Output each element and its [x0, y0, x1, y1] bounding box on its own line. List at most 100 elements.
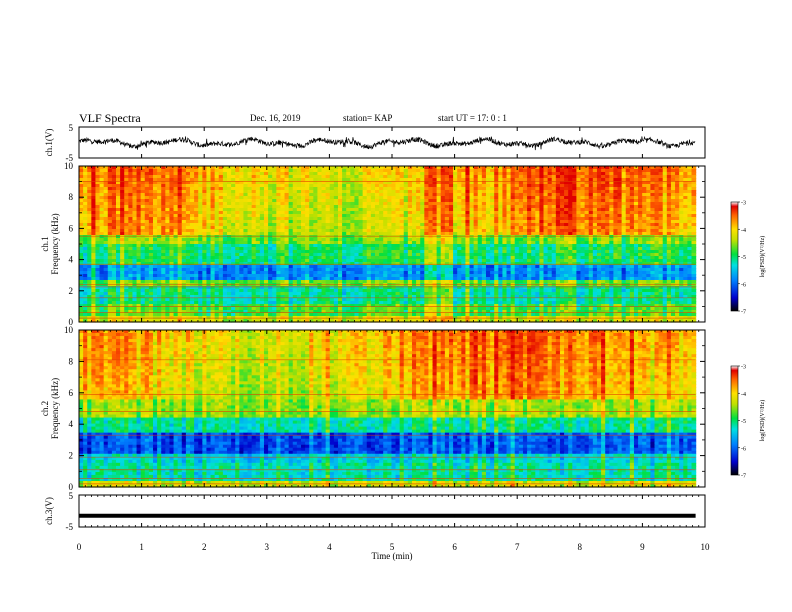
- spectrogram-cell: [231, 220, 236, 224]
- spectrogram-cell: [416, 220, 421, 224]
- spectrogram-cell: [613, 175, 619, 179]
- spectrogram-cell: [436, 193, 442, 197]
- spectrogram-cell: [399, 223, 405, 227]
- spectrogram-cell: [235, 205, 240, 209]
- spectrogram-cell: [235, 199, 240, 203]
- spectrogram-cell: [222, 214, 228, 218]
- spectrogram-cell: [416, 202, 421, 206]
- spectrogram-cell: [173, 256, 179, 260]
- spectrogram-cell: [87, 169, 92, 173]
- spectrogram-cell: [453, 190, 458, 194]
- spectrogram-cell: [148, 166, 154, 170]
- spectrogram-cell: [148, 172, 154, 176]
- spectrogram-cell: [148, 241, 154, 245]
- spectrogram-cell: [296, 247, 302, 251]
- spectrogram-cell: [633, 178, 639, 182]
- spectrogram-cell: [99, 181, 105, 185]
- spectrogram-cell: [440, 184, 446, 188]
- spectrogram-cell: [342, 178, 347, 182]
- spectrogram-cell: [173, 262, 179, 266]
- spectrogram-cell: [276, 241, 282, 245]
- spectrogram-cell: [403, 190, 409, 194]
- spectrogram-cell: [416, 214, 421, 218]
- spectrogram-cell: [506, 253, 512, 257]
- spectrogram-cell: [428, 205, 434, 209]
- spectrogram-cell: [206, 256, 212, 260]
- spectrogram-cell: [272, 193, 277, 197]
- spectrogram-cell: [346, 256, 351, 260]
- spectrogram-cell: [272, 178, 277, 182]
- spectrogram-cell: [239, 259, 245, 263]
- spectrogram-cell: [276, 202, 282, 206]
- spectrogram-cell: [601, 202, 606, 206]
- spectrogram-cell: [83, 235, 88, 239]
- spectrogram-cell: [95, 175, 101, 179]
- spectrogram-cell: [181, 226, 187, 230]
- spectrogram-cell: [391, 181, 397, 185]
- spectrogram-cell: [416, 196, 421, 200]
- spectrogram-cell: [120, 265, 125, 269]
- spectrogram-cell: [555, 214, 561, 218]
- spectrogram-cell: [362, 196, 368, 200]
- spectrogram-cell: [662, 184, 668, 188]
- spectrogram-cell: [502, 235, 508, 239]
- spectrogram-cell: [317, 181, 323, 185]
- spectrogram-cell: [239, 205, 245, 209]
- spectrogram-cell: [502, 262, 508, 266]
- spectrogram-cell: [477, 214, 483, 218]
- spectrogram-cell: [481, 262, 487, 266]
- spectrogram-cell: [609, 262, 614, 266]
- spectrogram-cell: [263, 199, 269, 203]
- spectrogram-cell: [510, 262, 516, 266]
- spectrogram-cell: [79, 190, 84, 194]
- spectrogram-cell: [358, 220, 364, 224]
- spectrogram-cell: [169, 217, 175, 221]
- spectrogram-cell: [296, 244, 302, 248]
- spectrogram-cell: [605, 181, 610, 185]
- spectrogram-cell: [535, 202, 540, 206]
- spectrogram-cell: [124, 247, 129, 251]
- spectrogram-cell: [629, 235, 635, 239]
- spectrogram-cell: [379, 256, 384, 260]
- spectrogram-cell: [144, 235, 150, 239]
- spectrogram-cell: [214, 262, 220, 266]
- spectrogram-cell: [292, 259, 298, 263]
- spectrogram-cell: [95, 265, 101, 269]
- spectrogram-cell: [91, 211, 97, 215]
- spectrogram-cell: [547, 238, 553, 242]
- spectrogram-cell: [379, 187, 384, 191]
- spectrogram-cell: [284, 175, 290, 179]
- spectrogram-cell: [210, 262, 216, 266]
- spectrogram-cell: [572, 250, 577, 254]
- spectrogram-cell: [383, 247, 388, 251]
- spectrogram-cell: [144, 181, 150, 185]
- spectrogram-cell: [288, 214, 294, 218]
- spectrogram-cell: [263, 172, 269, 176]
- spectrogram-cell: [189, 232, 195, 236]
- spectrogram-cell: [374, 241, 380, 245]
- spectrogram-cell: [617, 208, 623, 212]
- spectrogram-cell: [679, 259, 684, 263]
- spectrogram-cell: [584, 235, 590, 239]
- spectrogram-cell: [379, 166, 384, 170]
- spectrogram-cell: [107, 196, 113, 200]
- spectrogram-cell: [494, 193, 499, 197]
- spectrogram-cell: [592, 190, 598, 194]
- spectrogram-cell: [206, 184, 212, 188]
- spectrogram-cell: [564, 172, 569, 176]
- spectrogram-cell: [473, 190, 479, 194]
- spectrogram-cell: [259, 175, 265, 179]
- spectrogram-cell: [448, 226, 454, 230]
- spectrogram-cell: [152, 205, 158, 209]
- spectrogram-cell: [522, 217, 528, 221]
- spectrogram-cell: [107, 208, 113, 212]
- spectrogram-cell: [440, 256, 446, 260]
- spectrogram-cell: [263, 247, 269, 251]
- spectrogram-cell: [251, 232, 257, 236]
- spectrogram-cell: [576, 178, 582, 182]
- spectrogram-cell: [251, 241, 257, 245]
- spectrogram-cell: [128, 187, 134, 191]
- spectrogram-cell: [366, 247, 372, 251]
- spectrogram-cell: [555, 184, 561, 188]
- spectrogram-cell: [629, 172, 635, 176]
